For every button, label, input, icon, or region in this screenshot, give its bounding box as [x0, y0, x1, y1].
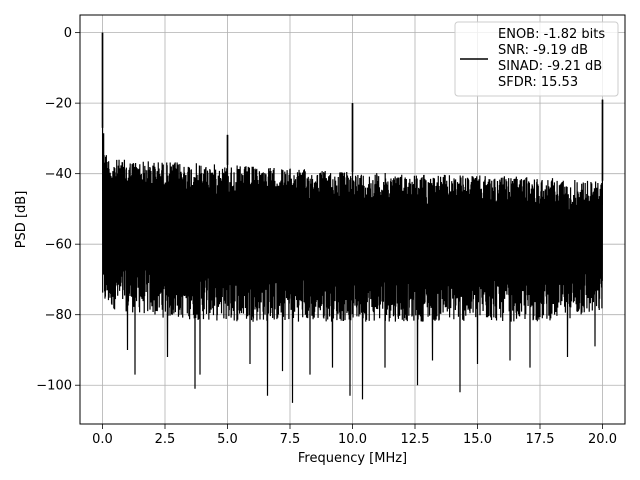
legend: ENOB: -1.82 bits SNR: -9.19 dB SINAD: -9… [454, 21, 619, 97]
legend-line-sinad: SINAD: -9.21 dB [498, 59, 602, 74]
y-tick-label: −40 [45, 167, 72, 182]
y-axis-ticks: 0 −20 −40 −60 −80 −100 [36, 26, 80, 394]
y-tick-label: 0 [64, 26, 72, 41]
x-tick-label: 2.5 [155, 432, 176, 447]
x-axis-label: Frequency [MHz] [298, 451, 407, 466]
y-tick-label: −80 [45, 308, 72, 323]
x-tick-label: 10.0 [338, 432, 367, 447]
y-axis-label: PSD [dB] [14, 191, 29, 249]
x-tick-label: 5.0 [217, 432, 238, 447]
legend-line-sfdr: SFDR: 15.53 [498, 75, 578, 90]
legend-line-enob: ENOB: -1.82 bits [498, 27, 605, 42]
x-tick-label: 20.0 [588, 432, 617, 447]
y-tick-label: −60 [45, 238, 72, 253]
y-tick-label: −20 [45, 97, 72, 112]
y-tick-label: −100 [36, 379, 72, 394]
legend-line-snr: SNR: -9.19 dB [498, 43, 588, 58]
x-tick-label: 0.0 [92, 432, 113, 447]
x-tick-label: 7.5 [280, 432, 301, 447]
x-tick-label: 17.5 [526, 432, 555, 447]
x-tick-label: 15.0 [463, 432, 492, 447]
plot-area [101, 32, 604, 403]
legend-box [454, 21, 619, 97]
x-tick-label: 12.5 [401, 432, 430, 447]
x-axis-ticks: 0.0 2.5 5.0 7.5 10.0 12.5 15.0 17.5 20.0 [92, 424, 617, 447]
